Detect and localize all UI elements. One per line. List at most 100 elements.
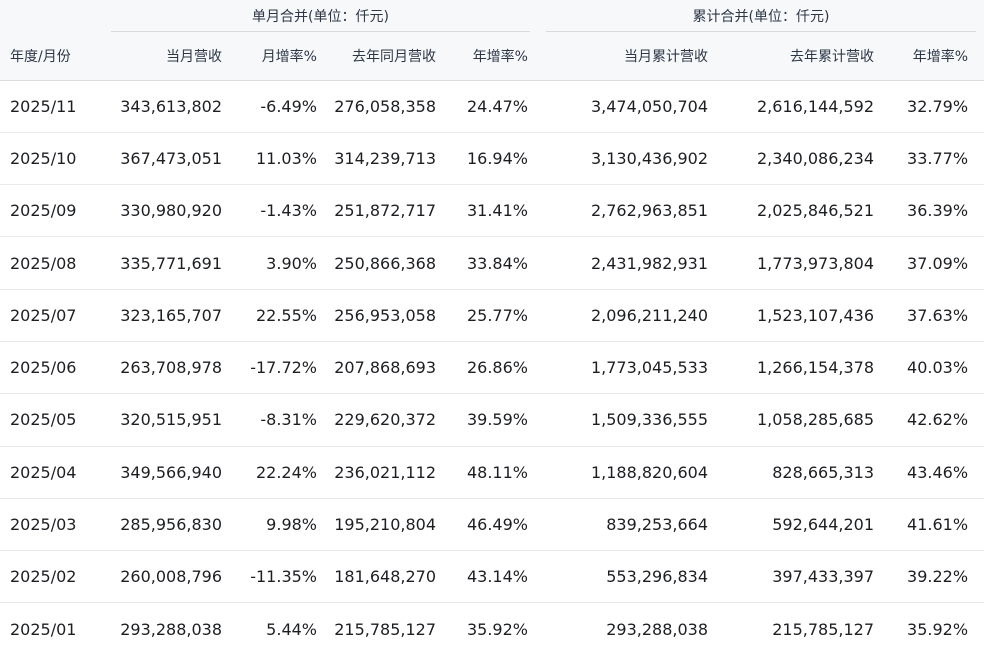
cell-last-year-month-revenue: 236,021,112 bbox=[327, 446, 446, 499]
cell-mom-rate: -8.31% bbox=[232, 393, 327, 447]
cell-mom-rate: 22.55% bbox=[232, 289, 327, 342]
table-header: 单月合并(单位：仟元) 累计合并(单位：仟元) 年度/月份 当月营收 月增率% … bbox=[0, 0, 984, 81]
cell-last-year-month-revenue: 256,953,058 bbox=[327, 289, 446, 342]
table-row: 2025/01 293,288,038 5.44% 215,785,127 35… bbox=[0, 602, 984, 655]
cell-month-revenue: 293,288,038 bbox=[103, 602, 232, 655]
column-header-last-year-month-revenue: 去年同月营收 bbox=[327, 32, 446, 81]
revenue-table-body: 2025/11 343,613,802 -6.49% 276,058,358 2… bbox=[0, 80, 984, 655]
cell-cumulative-revenue: 1,509,336,555 bbox=[538, 393, 718, 447]
cell-month-revenue: 320,515,951 bbox=[103, 393, 232, 447]
cell-yoy-rate: 16.94% bbox=[446, 132, 538, 186]
cell-yoy-rate: 25.77% bbox=[446, 289, 538, 342]
cell-last-year-month-revenue: 215,785,127 bbox=[327, 602, 446, 655]
cell-mom-rate: 9.98% bbox=[232, 498, 327, 552]
column-header-cumulative-revenue: 当月累计营收 bbox=[538, 32, 718, 81]
cell-year-month: 2025/02 bbox=[0, 550, 103, 604]
table-row: 2025/02 260,008,796 -11.35% 181,648,270 … bbox=[0, 550, 984, 604]
column-header-month-revenue: 当月营收 bbox=[103, 32, 232, 81]
cell-cumulative-yoy-rate: 33.77% bbox=[884, 132, 984, 186]
cell-year-month: 2025/06 bbox=[0, 341, 103, 395]
cell-month-revenue: 343,613,802 bbox=[103, 80, 232, 133]
table-row: 2025/05 320,515,951 -8.31% 229,620,372 3… bbox=[0, 393, 984, 447]
table-row: 2025/03 285,956,830 9.98% 195,210,804 46… bbox=[0, 498, 984, 552]
column-header-mom-rate: 月增率% bbox=[232, 32, 327, 81]
cell-cumulative-yoy-rate: 43.46% bbox=[884, 446, 984, 499]
cell-last-year-cumulative-revenue: 215,785,127 bbox=[718, 602, 884, 655]
group-header-monthly-label: 单月合并(单位：仟元) bbox=[111, 1, 530, 32]
cell-cumulative-yoy-rate: 37.63% bbox=[884, 289, 984, 342]
cell-mom-rate: -1.43% bbox=[232, 184, 327, 238]
cell-month-revenue: 330,980,920 bbox=[103, 184, 232, 238]
cell-last-year-month-revenue: 195,210,804 bbox=[327, 498, 446, 552]
cell-yoy-rate: 33.84% bbox=[446, 236, 538, 290]
column-header-row: 年度/月份 当月营收 月增率% 去年同月营收 年增率% 当月累计营收 去年累计营… bbox=[0, 32, 984, 81]
group-header-spacer bbox=[0, 0, 103, 32]
cell-mom-rate: -17.72% bbox=[232, 341, 327, 395]
cell-last-year-cumulative-revenue: 592,644,201 bbox=[718, 498, 884, 552]
cell-yoy-rate: 31.41% bbox=[446, 184, 538, 238]
cell-yoy-rate: 24.47% bbox=[446, 80, 538, 133]
cell-yoy-rate: 26.86% bbox=[446, 341, 538, 395]
cell-month-revenue: 335,771,691 bbox=[103, 236, 232, 290]
cell-month-revenue: 263,708,978 bbox=[103, 341, 232, 395]
cell-last-year-cumulative-revenue: 1,266,154,378 bbox=[718, 341, 884, 395]
cell-cumulative-revenue: 2,762,963,851 bbox=[538, 184, 718, 238]
table-row: 2025/06 263,708,978 -17.72% 207,868,693 … bbox=[0, 341, 984, 395]
table-row: 2025/07 323,165,707 22.55% 256,953,058 2… bbox=[0, 289, 984, 342]
cell-last-year-cumulative-revenue: 2,025,846,521 bbox=[718, 184, 884, 238]
group-header-monthly: 单月合并(单位：仟元) bbox=[103, 0, 538, 32]
cell-last-year-month-revenue: 181,648,270 bbox=[327, 550, 446, 604]
cell-last-year-month-revenue: 207,868,693 bbox=[327, 341, 446, 395]
table-row: 2025/04 349,566,940 22.24% 236,021,112 4… bbox=[0, 446, 984, 499]
cell-cumulative-yoy-rate: 42.62% bbox=[884, 393, 984, 447]
cell-year-month: 2025/11 bbox=[0, 80, 103, 133]
table-row: 2025/09 330,980,920 -1.43% 251,872,717 3… bbox=[0, 184, 984, 238]
cell-last-year-cumulative-revenue: 2,616,144,592 bbox=[718, 80, 884, 133]
cell-year-month: 2025/09 bbox=[0, 184, 103, 238]
cell-last-year-month-revenue: 251,872,717 bbox=[327, 184, 446, 238]
cell-last-year-cumulative-revenue: 397,433,397 bbox=[718, 550, 884, 604]
group-header-cumulative-label: 累计合并(单位：仟元) bbox=[546, 1, 977, 32]
cell-mom-rate: -11.35% bbox=[232, 550, 327, 604]
cell-cumulative-revenue: 553,296,834 bbox=[538, 550, 718, 604]
table-row: 2025/11 343,613,802 -6.49% 276,058,358 2… bbox=[0, 80, 984, 133]
cell-year-month: 2025/08 bbox=[0, 236, 103, 290]
cell-cumulative-yoy-rate: 39.22% bbox=[884, 550, 984, 604]
cell-mom-rate: -6.49% bbox=[232, 80, 327, 133]
cell-last-year-month-revenue: 314,239,713 bbox=[327, 132, 446, 186]
group-header-cumulative: 累计合并(单位：仟元) bbox=[538, 0, 984, 32]
cell-cumulative-yoy-rate: 37.09% bbox=[884, 236, 984, 290]
cell-last-year-month-revenue: 276,058,358 bbox=[327, 80, 446, 133]
cell-year-month: 2025/05 bbox=[0, 393, 103, 447]
cell-month-revenue: 323,165,707 bbox=[103, 289, 232, 342]
cell-mom-rate: 5.44% bbox=[232, 602, 327, 655]
cell-year-month: 2025/01 bbox=[0, 602, 103, 655]
column-header-cumulative-yoy-rate: 年增率% bbox=[884, 32, 984, 81]
cell-cumulative-yoy-rate: 35.92% bbox=[884, 602, 984, 655]
cell-month-revenue: 349,566,940 bbox=[103, 446, 232, 499]
cell-last-year-cumulative-revenue: 828,665,313 bbox=[718, 446, 884, 499]
cell-cumulative-yoy-rate: 36.39% bbox=[884, 184, 984, 238]
cell-yoy-rate: 48.11% bbox=[446, 446, 538, 499]
cell-cumulative-yoy-rate: 32.79% bbox=[884, 80, 984, 133]
cell-cumulative-revenue: 2,096,211,240 bbox=[538, 289, 718, 342]
table-row: 2025/08 335,771,691 3.90% 250,866,368 33… bbox=[0, 236, 984, 290]
cell-last-year-month-revenue: 250,866,368 bbox=[327, 236, 446, 290]
cell-cumulative-yoy-rate: 40.03% bbox=[884, 341, 984, 395]
cell-yoy-rate: 35.92% bbox=[446, 602, 538, 655]
cell-year-month: 2025/10 bbox=[0, 132, 103, 186]
cell-cumulative-revenue: 1,773,045,533 bbox=[538, 341, 718, 395]
column-header-last-year-cumulative: 去年累计营收 bbox=[718, 32, 884, 81]
group-header-row: 单月合并(单位：仟元) 累计合并(单位：仟元) bbox=[0, 0, 984, 32]
cell-last-year-cumulative-revenue: 1,058,285,685 bbox=[718, 393, 884, 447]
cell-last-year-cumulative-revenue: 1,773,973,804 bbox=[718, 236, 884, 290]
cell-yoy-rate: 39.59% bbox=[446, 393, 538, 447]
cell-year-month: 2025/07 bbox=[0, 289, 103, 342]
table-row: 2025/10 367,473,051 11.03% 314,239,713 1… bbox=[0, 132, 984, 186]
cell-last-year-cumulative-revenue: 2,340,086,234 bbox=[718, 132, 884, 186]
cell-cumulative-revenue: 3,130,436,902 bbox=[538, 132, 718, 186]
column-header-year-month: 年度/月份 bbox=[0, 32, 103, 81]
cell-cumulative-revenue: 293,288,038 bbox=[538, 602, 718, 655]
cell-mom-rate: 3.90% bbox=[232, 236, 327, 290]
